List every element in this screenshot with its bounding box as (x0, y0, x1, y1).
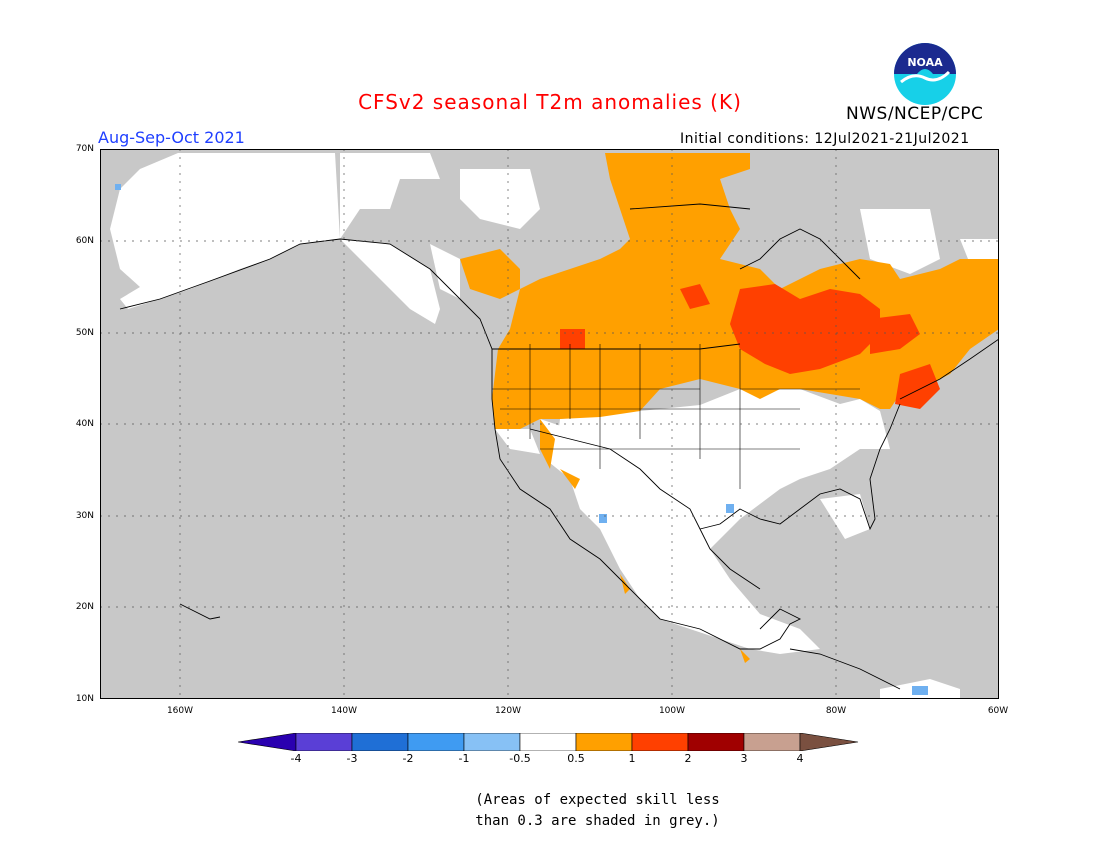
anomaly-map (100, 149, 999, 699)
colorbar-box (407, 733, 465, 751)
skill-note-line-2: than 0.3 are shaded in grey.) (475, 813, 720, 829)
colorbar (238, 733, 859, 751)
lat-label-50n: 50N (75, 328, 94, 338)
map-title: CFSv2 seasonal T2m anomalies (K) (358, 90, 742, 114)
colorbar-tick-label: 2 (684, 752, 692, 765)
colorbar-tick-label: -0.5 (509, 752, 531, 765)
colorbar-box (519, 733, 577, 751)
colorbar-box (351, 733, 409, 751)
colorbar-box (575, 733, 633, 751)
state-borders (492, 344, 860, 489)
lon-label-120w: 120W (494, 706, 522, 716)
colorbar-tick-label: 0.5 (567, 752, 585, 765)
anomaly-neg-0-5-regions (115, 184, 928, 695)
coastlines (119, 203, 999, 690)
colorbar-arrow-high (799, 733, 859, 751)
colorbar-tick-label: -4 (290, 752, 302, 765)
colorbar-tick-label: 4 (796, 752, 804, 765)
lat-label-40n: 40N (75, 419, 94, 429)
initial-conditions: Initial conditions: 12Jul2021-21Jul2021 (680, 131, 970, 147)
colorbar-box (743, 733, 801, 751)
colorbar-tick-label: -3 (346, 752, 358, 765)
lat-label-70n: 70N (75, 144, 94, 154)
noaa-logo: NOAA (894, 43, 956, 105)
lon-label-140w: 140W (330, 706, 358, 716)
lon-label-160w: 160W (166, 706, 194, 716)
lon-label-80w: 80W (825, 706, 847, 716)
neutral-anomaly-regions (110, 153, 999, 699)
logo-text: NOAA (907, 56, 943, 69)
graticule (100, 149, 999, 699)
colorbar-box (687, 733, 745, 751)
colorbar-tick-label: 3 (740, 752, 748, 765)
colorbar-arrow-low (238, 733, 297, 751)
forecast-period: Aug-Sep-Oct 2021 (98, 128, 245, 147)
anomaly-1-to-2-regions (560, 284, 940, 409)
colorbar-tick-label: -1 (458, 752, 470, 765)
lat-label-60n: 60N (75, 236, 94, 246)
lat-label-10n: 10N (75, 694, 94, 704)
lat-label-30n: 30N (75, 511, 94, 521)
lon-label-100w: 100W (658, 706, 686, 716)
colorbar-box (463, 733, 521, 751)
colorbar-box (631, 733, 689, 751)
lon-label-60w: 60W (987, 706, 1009, 716)
colorbar-tick-label: -2 (402, 752, 414, 765)
lat-label-20n: 20N (75, 602, 94, 612)
colorbar-box (295, 733, 353, 751)
colorbar-tick-label: 1 (628, 752, 636, 765)
agency-label: NWS/NCEP/CPC (846, 104, 984, 124)
skill-note-line-1: (Areas of expected skill less (475, 792, 720, 808)
